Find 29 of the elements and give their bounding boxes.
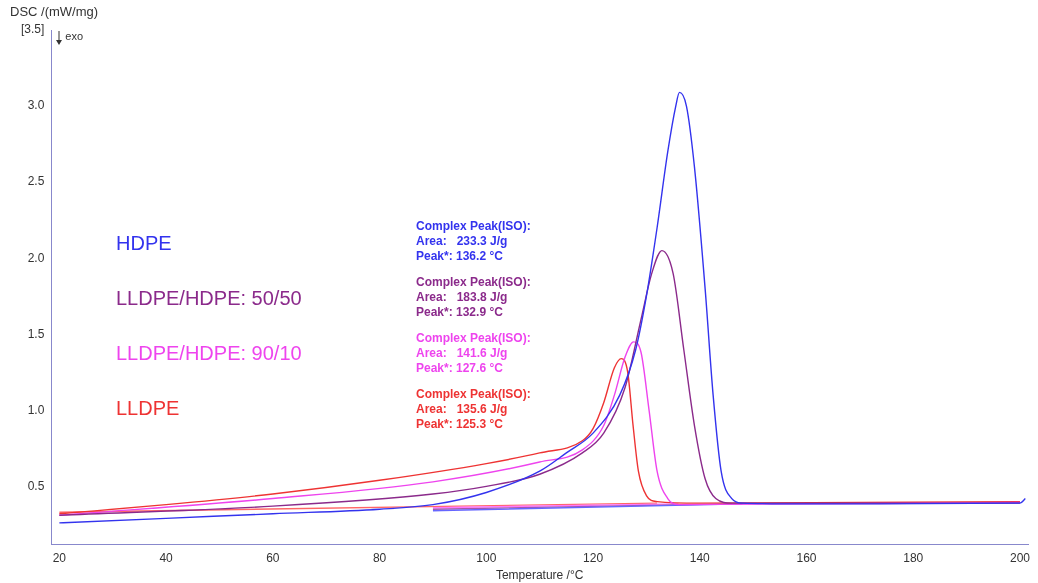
x-tick-label: 180 (903, 550, 924, 565)
y-tick-label: 3.0 (27, 98, 45, 113)
text: HDPE (116, 232, 172, 254)
y-tick-label: [3.5] (20, 22, 45, 37)
x-tick-label: 200 (1009, 550, 1031, 565)
x-tick-label: 160 (796, 550, 817, 565)
x-tick-label: 120 (583, 550, 604, 565)
y-tick-label: 2.5 (27, 174, 45, 189)
line-series (58, 91, 1027, 524)
x-tick-label: 140 (689, 550, 711, 565)
annotation: exo (65, 30, 84, 42)
text: LLDPE/HDPE: 50/50 (116, 287, 302, 309)
x-tick-label: 100 (476, 550, 497, 565)
y-tick-label: 1.0 (27, 402, 45, 417)
x-tick-label: 80 (372, 550, 387, 565)
x-tick-label: 40 (159, 550, 174, 565)
annotation: Complex Peak(ISO): Area: 183.8 J/g Peak*: 132.9 °C (416, 275, 531, 319)
y-tick-label: 1.5 (27, 326, 45, 341)
x-axis-title: Temperature /°C (495, 568, 584, 583)
y-tick-label: 2.0 (27, 250, 45, 265)
annotation: Complex Peak(ISO): Area: 135.6 J/g Peak*: 125.3 °C (416, 387, 531, 431)
y-tick-label: 0.5 (27, 478, 45, 493)
x-tick-label: 20 (52, 550, 67, 565)
annotation: Complex Peak(ISO): Area: 141.6 J/g Peak*: 127.6 °C (416, 331, 531, 375)
x-tick-label: 60 (266, 550, 280, 565)
annotation: Complex Peak(ISO): Area: 233.3 J/g Peak*: 136.2 °C (416, 219, 531, 263)
text: LLDPE/HDPE: 90/10 (116, 342, 302, 364)
text: LLDPE (116, 397, 180, 419)
y-axis-title: DSC /(mW/mg) (10, 4, 99, 19)
